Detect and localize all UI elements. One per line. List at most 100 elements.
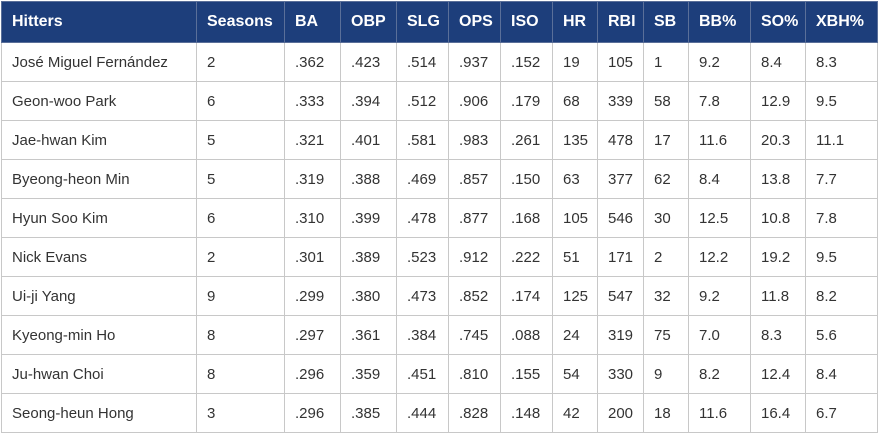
stat-cell: 8.3 — [750, 315, 806, 355]
stat-cell: 68 — [552, 81, 598, 121]
stat-cell: 17 — [643, 120, 689, 160]
player-name: Seong-heun Hong — [1, 393, 197, 433]
table-row: Jae-hwan Kim 5.321.401.581.983.261 135 478 1… — [1, 120, 878, 160]
stat-cell: 105 — [597, 42, 644, 82]
stat-cell: 8 — [196, 354, 285, 394]
stat-cell: .168 — [500, 198, 553, 238]
stat-cell: .514 — [396, 42, 449, 82]
stat-cell: .394 — [340, 81, 397, 121]
stat-cell: 30 — [643, 198, 689, 238]
player-name: Jae-hwan Kim — [1, 120, 197, 160]
stat-cell: 8.2 — [805, 276, 878, 316]
stat-cell: .362 — [284, 42, 341, 82]
stat-cell: 12.5 — [688, 198, 751, 238]
stat-cell: 32 — [643, 276, 689, 316]
stat-cell: 1 — [643, 42, 689, 82]
stat-cell: 319 — [597, 315, 644, 355]
stat-cell: 10.8 — [750, 198, 806, 238]
stat-cell: .321 — [284, 120, 341, 160]
table-row: Ju-hwan Choi 8.296.359.451.810.155 54 330 9 8… — [1, 354, 878, 394]
stat-cell: 7.8 — [688, 81, 751, 121]
stat-cell: 377 — [597, 159, 644, 199]
stat-cell: 9.5 — [805, 81, 878, 121]
stat-cell: .451 — [396, 354, 449, 394]
stat-cell: 330 — [597, 354, 644, 394]
stat-cell: 200 — [597, 393, 644, 433]
stat-cell: 171 — [597, 237, 644, 277]
stat-cell: .310 — [284, 198, 341, 238]
stat-cell: 75 — [643, 315, 689, 355]
player-name: Geon-woo Park — [1, 81, 197, 121]
player-name: Ui-ji Yang — [1, 276, 197, 316]
stat-cell: 2 — [196, 42, 285, 82]
stat-cell: .906 — [448, 81, 501, 121]
stat-cell: .380 — [340, 276, 397, 316]
player-name: Nick Evans — [1, 237, 197, 277]
player-name: Hyun Soo Kim — [1, 198, 197, 238]
stat-cell: .877 — [448, 198, 501, 238]
header-cell: Hitters — [1, 1, 197, 43]
stat-cell: .983 — [448, 120, 501, 160]
stat-cell: 63 — [552, 159, 598, 199]
stat-cell: 11.6 — [688, 120, 751, 160]
header-cell: Seasons — [196, 1, 285, 43]
stat-cell: 11.6 — [688, 393, 751, 433]
table-row: Hyun Soo Kim 6.310.399.478.877.168 105 546 3… — [1, 198, 878, 238]
player-name: Byeong-heon Min — [1, 159, 197, 199]
stat-cell: 54 — [552, 354, 598, 394]
stat-cell: 12.9 — [750, 81, 806, 121]
table-row: Seong-heun Hong 3.296.385.444.828.148 42 20… — [1, 393, 878, 433]
header-cell: SO% — [750, 1, 806, 43]
stat-cell: 9.2 — [688, 276, 751, 316]
stat-cell: .581 — [396, 120, 449, 160]
table-header: Hitters Seasons BA OBP SLG OPS ISO HR RBI SB BB% SO… — [1, 1, 878, 43]
stat-cell: .745 — [448, 315, 501, 355]
stat-cell: .852 — [448, 276, 501, 316]
stat-cell: 12.4 — [750, 354, 806, 394]
stat-cell: .388 — [340, 159, 397, 199]
header-cell: OBP — [340, 1, 397, 43]
stat-cell: .296 — [284, 393, 341, 433]
stat-cell: 3 — [196, 393, 285, 433]
stat-cell: .148 — [500, 393, 553, 433]
stat-cell: 19.2 — [750, 237, 806, 277]
header-cell: HR — [552, 1, 598, 43]
stat-cell: 5 — [196, 120, 285, 160]
stat-cell: 6 — [196, 198, 285, 238]
stat-cell: .385 — [340, 393, 397, 433]
stat-cell: 9.5 — [805, 237, 878, 277]
header-cell: ISO — [500, 1, 553, 43]
stat-cell: .512 — [396, 81, 449, 121]
table-row: Byeong-heon Min 5.319.388.469.857.150 63 37… — [1, 159, 878, 199]
player-name: José Miguel Fernández — [1, 42, 197, 82]
stat-cell: 105 — [552, 198, 598, 238]
stat-cell: .152 — [500, 42, 553, 82]
stat-cell: 6.7 — [805, 393, 878, 433]
header-cell: OPS — [448, 1, 501, 43]
stat-cell: .261 — [500, 120, 553, 160]
stat-cell: 42 — [552, 393, 598, 433]
stat-cell: 2 — [196, 237, 285, 277]
stat-cell: 478 — [597, 120, 644, 160]
stat-cell: 62 — [643, 159, 689, 199]
stat-cell: .088 — [500, 315, 553, 355]
stat-cell: 546 — [597, 198, 644, 238]
stat-cell: 8.3 — [805, 42, 878, 82]
table-body: José Miguel Fernández 2.362.423.514.937.1… — [1, 42, 878, 433]
stat-cell: .937 — [448, 42, 501, 82]
stat-cell: .297 — [284, 315, 341, 355]
stat-cell: .478 — [396, 198, 449, 238]
stat-cell: 16.4 — [750, 393, 806, 433]
stat-cell: 8.4 — [750, 42, 806, 82]
stat-cell: .912 — [448, 237, 501, 277]
stat-cell: .828 — [448, 393, 501, 433]
table-row: Nick Evans 2.301.389.523.912.222 51 171 2 12.… — [1, 237, 878, 277]
player-name: Kyeong-min Ho — [1, 315, 197, 355]
stat-cell: 339 — [597, 81, 644, 121]
stat-cell: 9.2 — [688, 42, 751, 82]
header-cell: XBH% — [805, 1, 878, 43]
stat-cell: 2 — [643, 237, 689, 277]
stat-cell: .179 — [500, 81, 553, 121]
table-row: José Miguel Fernández 2.362.423.514.937.1… — [1, 42, 878, 82]
